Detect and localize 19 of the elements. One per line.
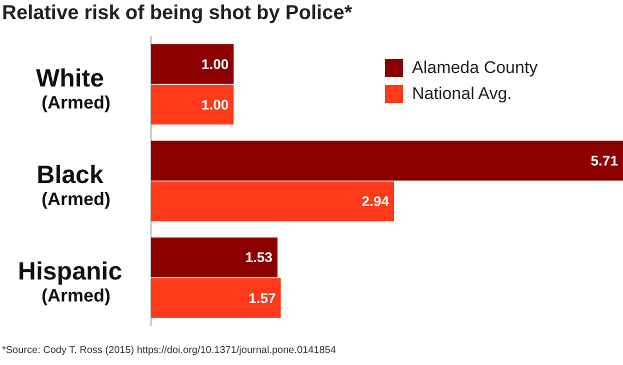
- y-tick-label: Hispanic (Armed): [18, 258, 122, 306]
- bar: [151, 84, 234, 125]
- data-label: 1.57: [248, 290, 276, 306]
- data-label: 5.71: [590, 152, 618, 169]
- legend-label: Alameda County: [412, 58, 538, 78]
- data-label: 2.94: [362, 193, 390, 210]
- bar: [151, 181, 394, 222]
- legend-label: National Avg.: [412, 84, 512, 104]
- bar: [151, 44, 234, 84]
- data-label: 1.00: [201, 96, 229, 112]
- chart-title: Relative risk of being shot by Police*: [2, 2, 352, 25]
- y-tick-label: White (Armed): [36, 64, 111, 112]
- bar: [151, 140, 623, 181]
- y-tick-label: Black (Armed): [36, 161, 111, 209]
- data-label: 1.53: [245, 249, 273, 266]
- data-label: 1.00: [201, 56, 229, 72]
- bar: [151, 278, 281, 318]
- bar: [151, 237, 278, 278]
- text: *Source: Cody T. Ross (2015) https://doi.org/10.1371/journal.pone.0141854: [2, 345, 336, 356]
